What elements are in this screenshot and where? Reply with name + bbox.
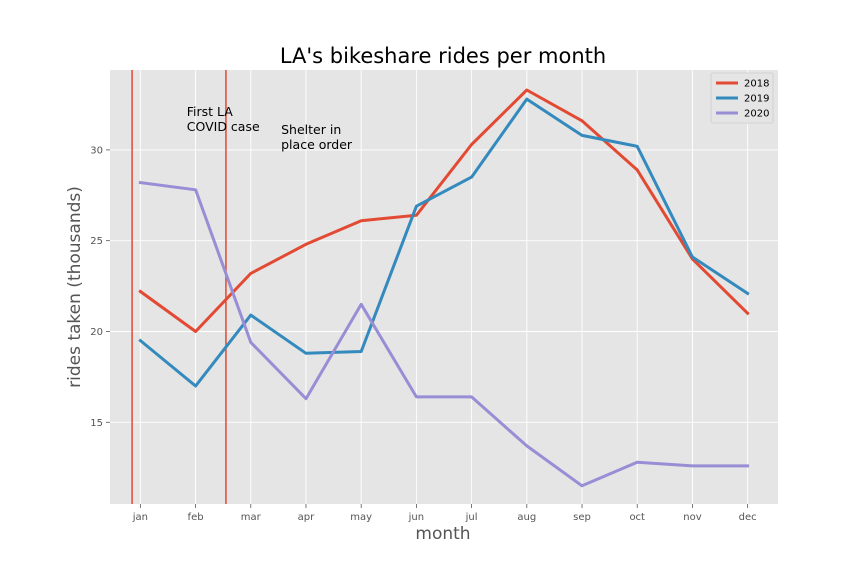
x-ticks: jan feb mar apr may jun jul aug sep oct nov dec bbox=[132, 504, 757, 523]
y-axis-label: rides taken (thousands) bbox=[65, 186, 85, 388]
x-tick-label: jan bbox=[132, 512, 148, 523]
x-tick-label: jun bbox=[408, 512, 424, 523]
series-lines bbox=[138, 88, 750, 488]
legend-label: 2018 bbox=[744, 79, 769, 90]
grid bbox=[110, 70, 778, 504]
x-tick-label: feb bbox=[188, 512, 204, 523]
x-tick-label: sep bbox=[573, 512, 591, 523]
chart-title: LA's bikeshare rides per month bbox=[280, 44, 606, 68]
event-annotation: COVID case bbox=[187, 119, 260, 134]
legend: 2018 2019 2020 bbox=[710, 72, 774, 124]
series-line-2020 bbox=[138, 180, 750, 488]
series-line-2018 bbox=[138, 88, 750, 333]
y-tick-label: 25 bbox=[90, 236, 103, 247]
y-tick-label: 15 bbox=[90, 418, 103, 429]
legend-box bbox=[710, 72, 774, 124]
x-tick-label: mar bbox=[241, 512, 262, 523]
legend-label: 2020 bbox=[744, 109, 769, 120]
event-lines bbox=[131, 70, 227, 504]
x-axis-label: month bbox=[415, 524, 470, 544]
x-tick-label: jul bbox=[465, 512, 478, 523]
x-tick-label: may bbox=[350, 512, 372, 523]
plot-area bbox=[110, 70, 778, 504]
x-tick-label: dec bbox=[739, 512, 757, 523]
y-tick-label: 20 bbox=[90, 327, 103, 338]
event-annotation: First LA bbox=[187, 104, 234, 119]
event-annotation: Shelter in bbox=[281, 122, 341, 137]
y-tick-label: 30 bbox=[90, 145, 103, 156]
x-tick-label: aug bbox=[517, 512, 536, 523]
x-tick-label: oct bbox=[629, 512, 645, 523]
x-tick-label: nov bbox=[683, 512, 701, 523]
y-ticks: 15 20 25 30 bbox=[90, 145, 110, 429]
event-annotation: place order bbox=[281, 137, 353, 152]
series-line-2019 bbox=[138, 97, 750, 388]
legend-label: 2019 bbox=[744, 94, 769, 105]
x-tick-label: apr bbox=[298, 512, 315, 523]
